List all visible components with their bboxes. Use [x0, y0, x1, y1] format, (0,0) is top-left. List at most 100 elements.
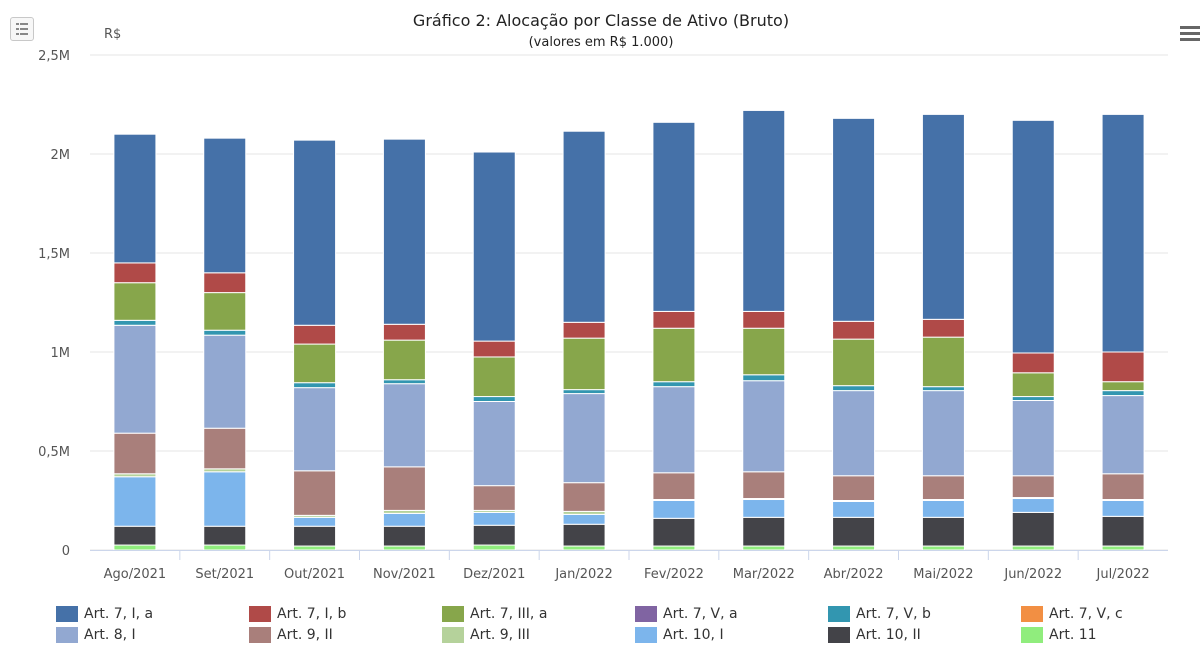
bar-segment[interactable]: [562, 393, 606, 484]
bar-segment[interactable]: [652, 121, 696, 312]
bar-segment[interactable]: [921, 113, 965, 320]
bar-segment[interactable]: [472, 485, 516, 511]
bar-segment[interactable]: [832, 338, 876, 387]
bar-segment[interactable]: [562, 482, 606, 512]
bar-segment[interactable]: [742, 327, 786, 376]
bar-segment[interactable]: [293, 382, 337, 389]
bar-segment[interactable]: [382, 525, 426, 547]
bar-segment[interactable]: [293, 516, 337, 527]
bar-segment[interactable]: [113, 262, 157, 284]
bar-segment[interactable]: [472, 544, 516, 551]
bar-segment[interactable]: [832, 320, 876, 340]
bar-segment[interactable]: [472, 151, 516, 342]
bar-segment[interactable]: [921, 386, 965, 392]
bar-segment[interactable]: [113, 282, 157, 321]
bar-segment[interactable]: [742, 374, 786, 382]
legend-item[interactable]: Art. 9, II: [249, 625, 333, 645]
bar-segment[interactable]: [1101, 515, 1145, 547]
legend-item[interactable]: Art. 7, III, a: [442, 604, 547, 624]
bar-segment[interactable]: [472, 524, 516, 546]
bar-segment[interactable]: [203, 272, 247, 294]
bar-segment[interactable]: [652, 472, 696, 501]
bar-segment[interactable]: [203, 427, 247, 470]
bar-segment[interactable]: [1011, 396, 1055, 402]
bar-segment[interactable]: [832, 500, 876, 518]
bar-segment[interactable]: [652, 310, 696, 329]
bar-segment[interactable]: [832, 545, 876, 551]
bar-segment[interactable]: [1011, 511, 1055, 547]
bar-segment[interactable]: [203, 334, 247, 429]
legend-item[interactable]: Art. 7, I, b: [249, 604, 346, 624]
bar-segment[interactable]: [1101, 351, 1145, 383]
legend-item[interactable]: Art. 11: [1021, 625, 1097, 645]
bar-segment[interactable]: [1011, 475, 1055, 499]
bar-segment[interactable]: [382, 339, 426, 381]
legend-item[interactable]: Art. 7, I, a: [56, 604, 153, 624]
bar-segment[interactable]: [113, 525, 157, 546]
bar-segment[interactable]: [562, 389, 606, 395]
bar-segment[interactable]: [1011, 498, 1055, 513]
bar-segment[interactable]: [742, 310, 786, 329]
bar-segment[interactable]: [1101, 500, 1145, 517]
bar-segment[interactable]: [921, 516, 965, 547]
bar-segment[interactable]: [472, 511, 516, 526]
legend-item[interactable]: Art. 8, I: [56, 625, 136, 645]
bar-segment[interactable]: [921, 336, 965, 388]
bar-segment[interactable]: [293, 387, 337, 472]
bar-segment[interactable]: [742, 380, 786, 473]
bar-segment[interactable]: [293, 343, 337, 384]
bar-segment[interactable]: [652, 327, 696, 383]
bar-segment[interactable]: [652, 517, 696, 547]
bar-segment[interactable]: [1101, 395, 1145, 475]
bar-segment[interactable]: [293, 139, 337, 326]
bar-segment[interactable]: [742, 516, 786, 547]
bar-segment[interactable]: [832, 516, 876, 547]
bar-segment[interactable]: [1101, 113, 1145, 353]
bar-segment[interactable]: [382, 323, 426, 341]
bar-segment[interactable]: [293, 470, 337, 516]
bar-segment[interactable]: [742, 499, 786, 518]
bar-segment[interactable]: [1101, 545, 1145, 551]
bar-segment[interactable]: [472, 401, 516, 487]
bar-segment[interactable]: [113, 319, 157, 326]
legend-item[interactable]: Art. 10, II: [828, 625, 921, 645]
bar-segment[interactable]: [742, 109, 786, 312]
bar-segment[interactable]: [1011, 372, 1055, 398]
bar-segment[interactable]: [203, 544, 247, 551]
bar-segment[interactable]: [921, 500, 965, 518]
bar-segment[interactable]: [382, 512, 426, 527]
bar-segment[interactable]: [832, 117, 876, 322]
bar-segment[interactable]: [562, 513, 606, 525]
bar-segment[interactable]: [382, 138, 426, 325]
bar-segment[interactable]: [382, 379, 426, 385]
bar-segment[interactable]: [742, 471, 786, 500]
bar-segment[interactable]: [113, 432, 157, 475]
legend-item[interactable]: Art. 7, V, a: [635, 604, 738, 624]
bar-segment[interactable]: [382, 545, 426, 551]
bar-segment[interactable]: [921, 475, 965, 501]
bar-segment[interactable]: [382, 383, 426, 468]
bar-segment[interactable]: [472, 356, 516, 398]
bar-segment[interactable]: [562, 337, 606, 391]
bar-segment[interactable]: [652, 545, 696, 551]
bar-segment[interactable]: [203, 137, 247, 274]
bar-segment[interactable]: [1101, 390, 1145, 397]
bar-segment[interactable]: [1101, 381, 1145, 392]
bar-segment[interactable]: [652, 381, 696, 388]
bar-segment[interactable]: [562, 130, 606, 323]
bar-segment[interactable]: [832, 390, 876, 477]
bar-segment[interactable]: [203, 292, 247, 331]
bar-segment[interactable]: [1011, 545, 1055, 551]
bar-segment[interactable]: [832, 385, 876, 392]
bar-segment[interactable]: [832, 475, 876, 501]
chart-menu-button[interactable]: [10, 17, 34, 41]
bar-segment[interactable]: [921, 318, 965, 338]
bar-segment[interactable]: [652, 386, 696, 474]
legend-item[interactable]: Art. 7, V, c: [1021, 604, 1123, 624]
legend-item[interactable]: Art. 7, V, b: [828, 604, 931, 624]
bar-segment[interactable]: [1011, 400, 1055, 477]
bar-segment[interactable]: [1011, 119, 1055, 354]
bar-segment[interactable]: [203, 471, 247, 527]
bar-segment[interactable]: [562, 545, 606, 551]
bar-segment[interactable]: [113, 324, 157, 434]
